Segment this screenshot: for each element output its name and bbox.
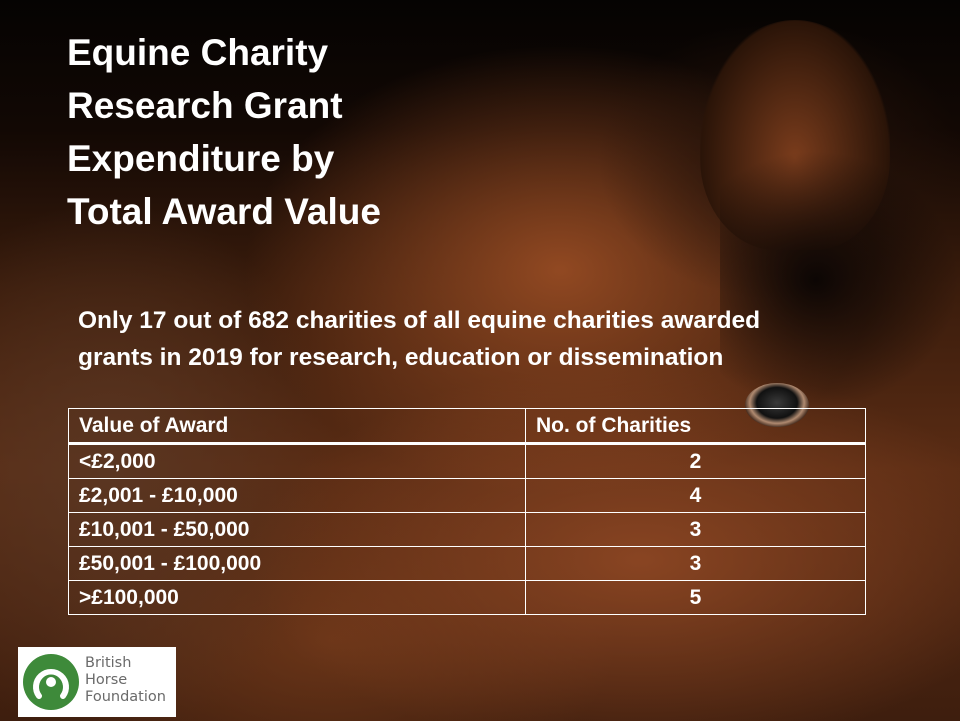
cell: 5 [526,581,866,615]
cell: 3 [526,513,866,547]
cell: 4 [526,479,866,513]
cell: 2 [526,444,866,479]
subtitle-line: Only 17 out of 682 charities of all equi… [78,302,760,339]
logo-text: British Horse Foundation [85,655,166,706]
title-line: Expenditure by [67,132,381,185]
title-line: Research Grant [67,79,381,132]
logo-line: Foundation [85,689,166,706]
cell: £2,001 - £10,000 [69,479,526,513]
logo-mark [21,652,81,712]
subtitle: Only 17 out of 682 charities of all equi… [78,302,760,376]
logo-line: Horse [85,672,166,689]
cell: £10,001 - £50,000 [69,513,526,547]
header-cell: No. of Charities [526,409,866,444]
title-line: Total Award Value [67,185,381,238]
title-line: Equine Charity [67,26,381,79]
cell: 3 [526,547,866,581]
header-cell: Value of Award [69,409,526,444]
title: Equine Charity Research Grant Expenditur… [67,26,381,238]
header-row: Value of Award No. of Charities [69,409,866,444]
cell: £50,001 - £100,000 [69,547,526,581]
cell: <£2,000 [69,444,526,479]
cell: >£100,000 [69,581,526,615]
logo: British Horse Foundation [18,647,176,717]
logo-line: British [85,655,166,672]
subtitle-line: grants in 2019 for research, education o… [78,339,760,376]
slide: Equine Charity Research Grant Expenditur… [0,0,960,721]
